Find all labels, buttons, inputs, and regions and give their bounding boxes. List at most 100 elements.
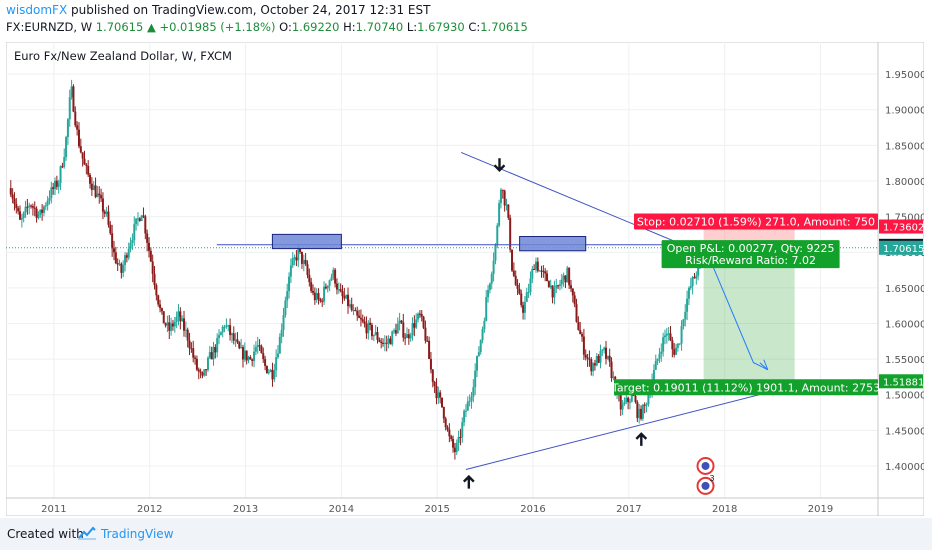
candle-body: [142, 215, 145, 217]
candle-body: [671, 340, 674, 350]
candle-body: [352, 309, 355, 311]
candle-body: [328, 280, 331, 286]
supply-zone-box[interactable]: [519, 236, 587, 252]
candle-body: [516, 284, 519, 289]
candle-body: [555, 285, 558, 289]
tradingview-logo-icon[interactable]: [78, 526, 96, 540]
candle-body: [256, 345, 259, 348]
candle-body: [424, 327, 427, 341]
pnl-box: [661, 240, 840, 269]
ascending-trendline[interactable]: [465, 383, 802, 470]
candle-body: [488, 283, 491, 290]
candle-body: [72, 86, 75, 112]
y-tick-label: 1.60000: [885, 319, 924, 330]
open-label: O:: [279, 20, 292, 34]
candle-body: [426, 340, 429, 342]
candle-body: [297, 248, 300, 261]
candle-body: [673, 349, 676, 355]
candle-body: [645, 404, 648, 406]
candle-body: [149, 250, 152, 262]
candle-body: [321, 300, 324, 302]
candle-body: [107, 211, 110, 225]
candle-body: [11, 194, 14, 199]
candle-body: [168, 322, 171, 331]
candle-body: [195, 358, 198, 370]
candle-body: [81, 152, 84, 159]
symbol: FX:EURNZD, W: [6, 20, 93, 34]
candle-body: [540, 270, 543, 272]
candle-body: [177, 311, 180, 317]
candle-body: [339, 289, 342, 292]
candle-body: [269, 369, 272, 372]
candle-body: [28, 205, 31, 208]
candle-body: [218, 335, 221, 338]
candle-body: [418, 313, 421, 315]
candle-body: [461, 422, 464, 438]
candle-body: [273, 370, 276, 380]
price-tag-stop-text: 1.73602: [883, 223, 924, 234]
candle-body: [299, 248, 302, 252]
candle-body: [295, 257, 298, 261]
candle-body: [260, 345, 263, 354]
candle-body: [286, 291, 289, 301]
candle-body: [258, 345, 261, 347]
candle-body: [90, 183, 93, 190]
candle-body: [441, 397, 443, 408]
candle-body: [499, 189, 502, 204]
candle-body: [476, 356, 479, 371]
candle-body: [26, 206, 29, 208]
candle-body: [569, 285, 572, 289]
candle-body: [310, 282, 313, 291]
tradingview-brand-link[interactable]: TradingView: [101, 527, 174, 541]
candle-body: [610, 361, 613, 378]
candle-body: [205, 369, 208, 371]
candle-body: [234, 339, 237, 341]
candle-body: [276, 353, 279, 358]
candle-body: [39, 209, 42, 215]
candle-body: [55, 180, 58, 187]
candle-body: [300, 251, 303, 264]
candle-body: [225, 325, 228, 327]
candle-body: [437, 392, 440, 399]
projection-arrowhead: [759, 359, 769, 371]
candle-body: [179, 311, 182, 322]
candle-body: [507, 204, 510, 218]
candle-body: [628, 401, 631, 403]
candle-body: [549, 285, 552, 288]
candle-body: [341, 291, 344, 297]
candle-body: [74, 111, 77, 126]
candle-body: [114, 252, 117, 264]
candle-body: [332, 269, 335, 278]
candle-body: [31, 206, 34, 208]
low-value: 1.67930: [417, 20, 465, 34]
candle-body: [409, 335, 412, 339]
candle-body: [439, 392, 442, 398]
candle-body: [420, 313, 423, 317]
candle-body: [221, 326, 224, 333]
close-value: 1.70615: [480, 20, 528, 34]
candle-body: [125, 255, 128, 258]
candle-body: [278, 336, 281, 354]
candle-body: [533, 269, 536, 271]
candle-body: [166, 322, 169, 326]
candle-body: [518, 288, 521, 294]
chart-area[interactable]: Euro Fx/New Zealand Dollar, W, FXCM 1.95…: [5, 41, 926, 517]
supply-zone-box[interactable]: [271, 233, 342, 250]
candle-body: [122, 265, 125, 273]
candle-body: [42, 206, 45, 213]
candle-body: [542, 270, 545, 272]
projection-path[interactable]: [704, 246, 769, 371]
candle-body: [354, 309, 357, 312]
author-link[interactable]: wisdomFX: [6, 3, 68, 17]
candle-body: [324, 286, 327, 289]
stop-label-bg: [634, 213, 878, 230]
price-chart[interactable]: Euro Fx/New Zealand Dollar, W, FXCM 1.95…: [5, 41, 926, 517]
candle-body: [429, 358, 432, 370]
candle-body: [603, 347, 606, 350]
candle-body: [501, 189, 504, 191]
candle-body: [676, 343, 679, 348]
candle-body: [326, 285, 329, 289]
candle-body: [229, 325, 232, 336]
candle-body: [312, 290, 315, 293]
candle-body: [334, 269, 337, 284]
